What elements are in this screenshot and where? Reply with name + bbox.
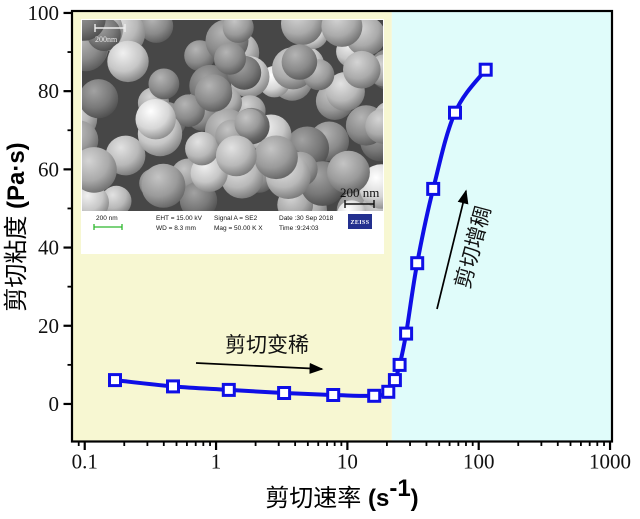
data-point-marker: [387, 373, 402, 388]
sem-sphere: [215, 135, 257, 177]
info-mag: Mag = 50.00 K X: [214, 225, 263, 232]
sem-sphere: [139, 20, 174, 43]
sem-sphere: [327, 150, 370, 194]
scale-bracket-top-left: [94, 24, 126, 32]
y-tick-label: 20: [38, 314, 59, 338]
shear-thickening-region: [391, 11, 612, 442]
data-point-marker: [410, 256, 425, 271]
x-tick-label: 0.1: [72, 450, 98, 474]
sem-sphere: [281, 44, 318, 80]
sem-sphere: [343, 50, 381, 89]
sem-sphere: [365, 108, 383, 144]
info-signal: Signal A = SE2: [214, 215, 258, 222]
sem-sphere: [185, 131, 219, 166]
info-wd: WD = 8.3 mm: [156, 225, 196, 232]
x-tick-label: 10: [337, 450, 358, 474]
x-tick-label: 100: [463, 450, 495, 474]
x-tick-label: 1000: [589, 450, 631, 474]
zeiss-logo-text: ZEISS: [350, 220, 369, 226]
data-point-marker: [478, 62, 493, 77]
y-axis-label: 剪切粘度 (Pa·s): [3, 142, 30, 311]
y-tick-label: 80: [38, 79, 59, 103]
sem-sphere: [234, 108, 265, 139]
x-axis-label: 剪切速率 (s-1): [265, 475, 418, 512]
info-scale-bar: [93, 224, 123, 230]
sem-sphere: [135, 99, 176, 140]
sem-sphere: [107, 40, 149, 83]
shear-thinning-label-arrow: [195, 362, 324, 374]
sem-inset-image: 200nm 200 nm 200 nm EHT = 15.00 kV WD = 8.3 …: [81, 19, 384, 254]
scale-bracket-bottom-right: [344, 200, 375, 208]
data-point-marker: [108, 373, 122, 388]
y-tick-label: 0: [49, 392, 60, 416]
data-point-marker: [166, 379, 180, 394]
info-eht: EHT = 15.00 kV: [156, 215, 203, 222]
sem-sphere: [148, 68, 180, 100]
sem-micrograph: [82, 20, 383, 211]
sem-sphere: [214, 42, 246, 75]
sem-sphere: [82, 79, 119, 119]
sem-info-bar: 200 nm EHT = 15.00 kV WD = 8.3 mm Signal A …: [82, 211, 383, 233]
sem-sphere: [172, 94, 205, 127]
shear-thickening-label-arrow: [436, 189, 469, 310]
sem-sphere: [141, 163, 186, 208]
info-scale-label: 200 nm: [96, 215, 118, 222]
data-point-marker: [426, 181, 441, 196]
data-point-marker: [277, 386, 292, 400]
info-date: Date :30 Sep 2018: [279, 215, 334, 222]
y-tick-label: 40: [38, 236, 59, 260]
sem-sphere: [222, 20, 254, 43]
data-point-marker: [221, 382, 236, 397]
y-tick-label: 60: [38, 157, 59, 181]
sem-sphere: [194, 74, 233, 112]
y-tick-label: 100: [28, 1, 60, 25]
data-point-marker: [381, 384, 396, 399]
sem-sphere: [281, 20, 324, 45]
x-tick-label: 1: [211, 450, 222, 474]
data-point-marker: [326, 388, 341, 402]
scale-label-top-left: 200nm: [95, 35, 118, 44]
data-point-marker: [448, 105, 462, 120]
data-point-marker: [399, 326, 414, 341]
data-point-marker: [367, 388, 382, 403]
sem-sphere: [254, 135, 298, 180]
sem-sphere: [321, 20, 363, 47]
sem-sphere: [82, 147, 117, 193]
zeiss-logo: [348, 214, 372, 229]
info-bar-bg: [82, 211, 383, 233]
sem-sphere: [82, 20, 106, 41]
data-point-marker: [392, 357, 407, 372]
info-time: Time :9:24:03: [279, 225, 319, 232]
shear-thinning-label: 剪切变稀: [225, 333, 309, 357]
scale-label-bottom-right: 200 nm: [340, 185, 379, 200]
